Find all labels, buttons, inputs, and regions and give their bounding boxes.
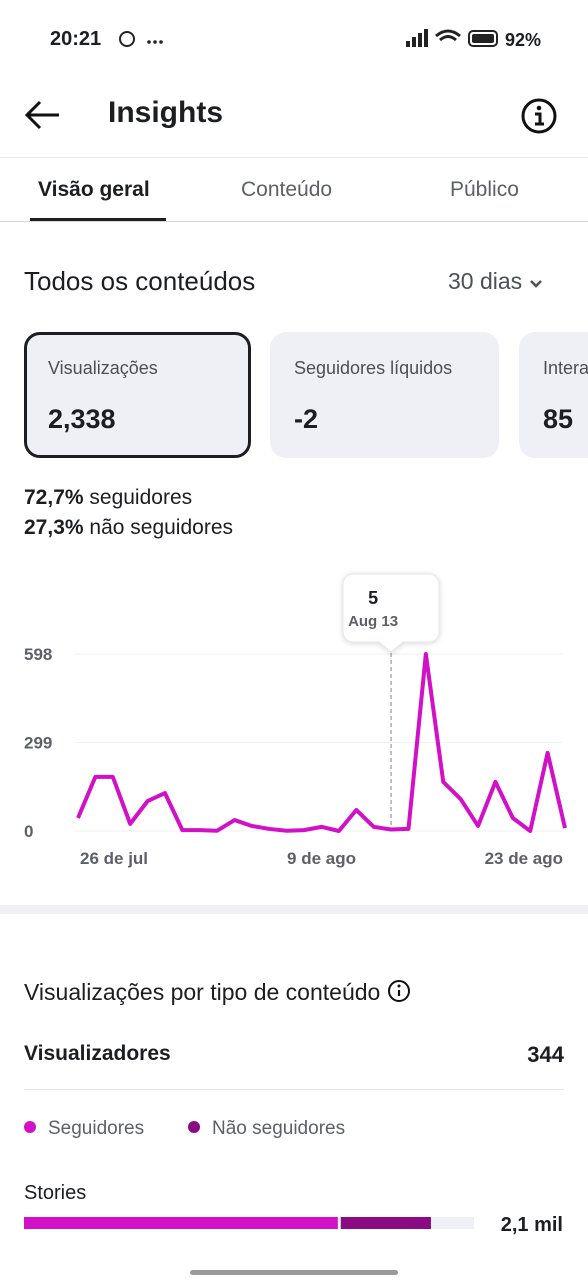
data-line xyxy=(76,652,567,833)
tab[interactable]: Público xyxy=(450,178,519,201)
tab-indicator xyxy=(30,218,166,221)
audience-line: 27,3% não seguidores xyxy=(24,516,233,540)
chevron xyxy=(529,280,542,288)
info-button[interactable] xyxy=(520,97,558,135)
y-tick-label: 598 xyxy=(24,645,52,664)
tooltip-value: 5 xyxy=(368,588,378,608)
metric-card[interactable]: Seguidores líquidos -2 xyxy=(270,332,499,458)
legend-label: Seguidores xyxy=(48,1118,144,1139)
info-icon[interactable] xyxy=(387,979,411,1003)
section-separator xyxy=(0,905,588,914)
divider xyxy=(24,1089,564,1090)
period-selector[interactable]: 30 dias xyxy=(448,268,543,295)
metric-card-selected[interactable]: Visualizações 2,338 xyxy=(24,332,251,458)
x-tick-label: 9 de ago xyxy=(287,849,356,868)
legend-label: Não seguidores xyxy=(212,1118,345,1139)
metric-label: Interações xyxy=(543,358,588,378)
audience-label: seguidores xyxy=(89,486,193,509)
status-icons xyxy=(119,31,163,47)
metric-label: Seguidores líquidos xyxy=(294,358,453,378)
bar-total: 2,1 mil xyxy=(501,1214,563,1236)
section-title: Todos os conteúdos xyxy=(24,266,256,296)
audience-line: 72,7% seguidores xyxy=(24,486,192,510)
back-button[interactable] xyxy=(24,100,62,130)
legend-dot xyxy=(188,1121,200,1133)
audience-label: não seguidores xyxy=(89,516,233,539)
bar-category: Stories xyxy=(24,1182,86,1204)
status-battery: 92% xyxy=(505,30,542,50)
status-signal xyxy=(406,29,498,47)
metric-label: Visualizações xyxy=(48,358,158,378)
viewers-value: 344 xyxy=(527,1042,564,1067)
x-tick-label: 23 de ago xyxy=(485,849,563,868)
nav-bar xyxy=(0,1262,588,1280)
divider xyxy=(0,221,588,222)
divider xyxy=(0,157,588,158)
tab[interactable]: Conteúdo xyxy=(241,178,333,201)
section-title: Visualizações por tipo de conteúdo xyxy=(24,979,411,1006)
y-tick-label: 299 xyxy=(24,734,52,753)
x-tick-label: 26 de jul xyxy=(80,849,148,868)
viewers-label: Visualizadores xyxy=(24,1042,171,1065)
metric-card[interactable]: Interações 85 xyxy=(519,332,588,458)
metric-value: 2,338 xyxy=(48,404,116,434)
audience-percent: 27,3% xyxy=(24,516,84,539)
y-tick-label: 0 xyxy=(24,822,33,841)
tooltip-date: Aug 13 xyxy=(348,613,398,630)
period-label: 30 dias xyxy=(448,268,523,294)
status-time: 20:21 xyxy=(50,28,102,50)
metric-value: 85 xyxy=(543,404,574,434)
metric-value: -2 xyxy=(294,404,319,434)
bar-segment xyxy=(24,1217,338,1229)
bar-segment xyxy=(340,1217,431,1229)
audience-percent: 72,7% xyxy=(24,486,84,509)
section-title-text: Visualizações por tipo de conteúdo xyxy=(24,979,381,1005)
page-title: Insights xyxy=(108,96,224,129)
legend-dot xyxy=(24,1121,36,1133)
tab-active[interactable]: Visão geral xyxy=(38,178,150,201)
tooltip-box xyxy=(342,573,440,653)
